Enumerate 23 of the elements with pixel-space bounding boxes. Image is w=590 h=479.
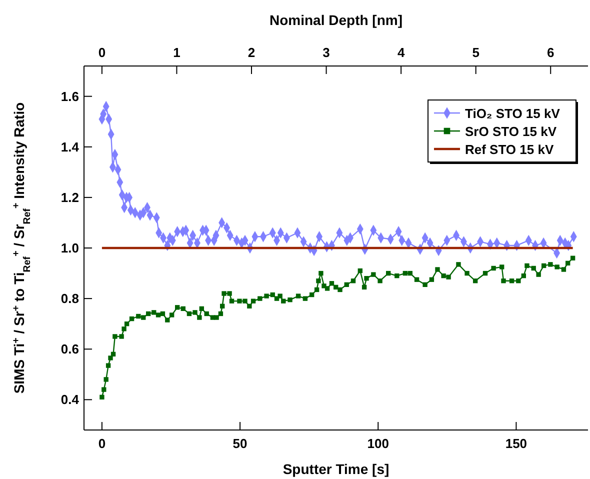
legend-label: Ref STO 15 kV: [465, 142, 554, 157]
x-axis-title: Sputter Time [s]: [282, 461, 390, 477]
x2-axis-title: Nominal Depth [nm]: [270, 12, 402, 28]
x2-tick-label: 5: [472, 45, 480, 60]
x2-tick-label: 4: [397, 45, 406, 60]
x2-tick-label: 0: [98, 45, 106, 60]
legend-label: SrO STO 15 kV: [465, 124, 557, 139]
x-tick-label: 150: [505, 436, 528, 451]
y-tick-label: 1.6: [60, 88, 79, 104]
legend-label: TiO₂ STO 15 kV: [465, 106, 560, 121]
y-tick-label: 1.2: [60, 190, 79, 205]
y-tick-label: 0.6: [60, 342, 79, 357]
x2-tick-label: 1: [173, 45, 180, 60]
y-tick-label: 1.0: [60, 240, 79, 256]
x-tick-label: 0: [98, 436, 106, 451]
x2-tick-label: 6: [546, 45, 554, 60]
y-tick-label: 1.4: [60, 139, 80, 154]
x2-tick-label: 3: [322, 45, 330, 60]
x2-tick-label: 2: [248, 45, 256, 60]
y-tick-label: 0.8: [60, 291, 79, 306]
x-tick-label: 100: [367, 436, 389, 451]
y-tick-label: 0.4: [60, 392, 80, 408]
x-tick-label: 50: [232, 436, 248, 451]
